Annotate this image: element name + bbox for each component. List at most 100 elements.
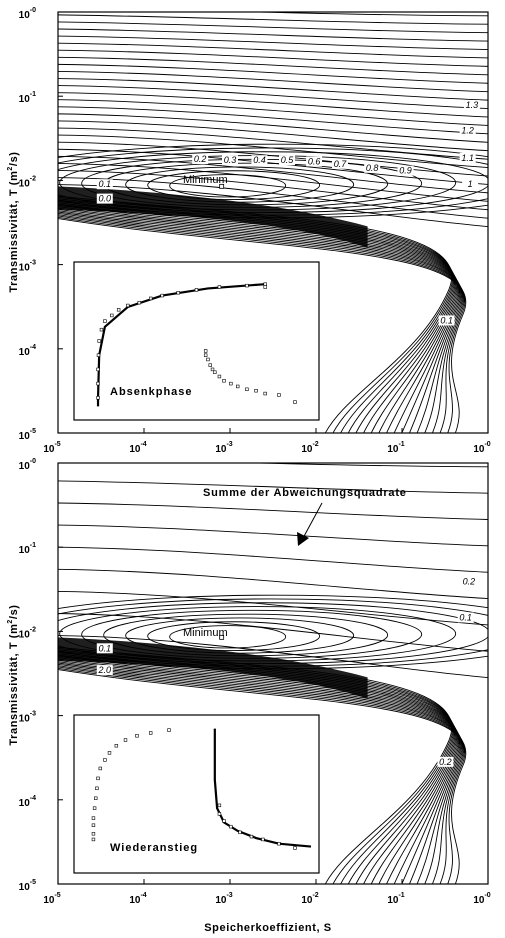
contour-line — [58, 658, 460, 884]
inset-observation-point — [210, 367, 215, 372]
contour-label-bg — [96, 665, 113, 676]
contour-line — [58, 155, 488, 194]
inset-observation-point — [222, 379, 226, 383]
contour-line — [58, 113, 488, 143]
contour-line — [58, 21, 488, 34]
top-x-tick-labels: 10-5 10-4 10-3 10-2 10-1 10-0 — [43, 428, 491, 455]
contour-label-bg — [459, 125, 476, 136]
x-tick-label: 10-5 — [43, 441, 60, 455]
bottom-y-axis-label: Transmissivität, T (m2/s) — [7, 604, 20, 745]
contour-label: 1.1 — [461, 153, 474, 163]
contour-label-bg — [251, 155, 268, 166]
y-tick-label: 10-4 — [19, 795, 36, 809]
contour-line — [58, 134, 488, 169]
bottom-annotation: Summe der Abweichungsquadrate — [203, 487, 406, 546]
inset-observation-point — [203, 353, 208, 357]
inset-observation-point — [249, 834, 254, 839]
x-tick-label: 10-5 — [43, 892, 60, 906]
contour-label-bg — [457, 612, 474, 623]
contour-line — [58, 590, 488, 626]
contour-line — [58, 667, 466, 884]
contour-line — [58, 208, 461, 433]
contour-line — [58, 659, 461, 884]
inset-observation-point — [238, 830, 242, 835]
contour-label: 0.7 — [334, 159, 348, 169]
inset-observation-point — [213, 370, 217, 374]
y-tick-label: 10-1 — [19, 542, 36, 556]
bottom-inset: Wiederanstieg — [73, 714, 320, 874]
contour-line — [58, 170, 488, 211]
inset-observation-point — [123, 738, 128, 742]
contour-line — [58, 206, 459, 433]
x-tick-label: 10-4 — [129, 892, 146, 906]
inset-observation-point — [217, 285, 222, 289]
inset-observation-point — [91, 837, 96, 842]
contour-line — [58, 568, 488, 600]
contour-label: 0.0 — [99, 194, 112, 204]
inset-observation-point — [103, 319, 107, 323]
contour-label: 0.1 — [440, 315, 453, 325]
inset-observation-point — [245, 283, 249, 288]
x-tick-label: 10-2 — [301, 892, 318, 906]
inset-observation-point — [96, 776, 100, 781]
contour-line — [58, 502, 488, 520]
contour-label: 0.3 — [224, 155, 237, 165]
contour-line — [58, 28, 488, 42]
contour-label-bg — [397, 165, 414, 176]
inset-observation-point — [114, 744, 119, 748]
bottom-valley-band — [58, 637, 368, 699]
contour-line — [58, 211, 462, 433]
inset-observation-point — [103, 758, 107, 762]
contour-label: 0.8 — [366, 163, 379, 173]
inset-observation-point — [229, 381, 233, 386]
contour-label: 1.3 — [466, 100, 479, 110]
inset-observation-point — [98, 766, 103, 771]
inset-observation-point — [203, 349, 208, 353]
contour-label-bg — [462, 179, 479, 190]
inset-observation-point — [91, 823, 96, 827]
y-tick-label: 10-1 — [19, 91, 36, 105]
bottom-annotation-arrow-head — [297, 532, 309, 546]
contour-label: 2.0 — [98, 665, 112, 675]
contour-line — [58, 655, 458, 884]
bottom-inset-title: Wiederanstieg — [110, 842, 198, 854]
contour-line — [58, 203, 457, 433]
inset-observation-point — [293, 400, 297, 404]
bottom-minimum-marker: Minimum — [183, 627, 228, 640]
contour-line — [58, 85, 488, 110]
contour-line — [58, 63, 488, 84]
inset-observation-point — [92, 806, 97, 810]
contour-ellipse — [147, 170, 321, 200]
top-valley-band — [58, 186, 368, 248]
inset-observation-point — [135, 734, 139, 738]
top-inset-title: Absenkphase — [110, 386, 193, 398]
contour-line — [58, 162, 488, 202]
y-tick-label: 10-4 — [19, 344, 36, 358]
contour-line — [58, 177, 488, 219]
contour-line — [58, 215, 465, 433]
inset-observation-point — [229, 824, 233, 829]
contour-line — [58, 99, 488, 126]
inset-observation-point — [96, 381, 100, 386]
top-plot-frame — [57, 11, 489, 434]
x-tick-label: 10-3 — [215, 441, 232, 455]
contour-label-bg — [437, 756, 454, 767]
inset-observation-point — [217, 803, 222, 808]
inset-observation-point — [194, 288, 199, 292]
inset-observation-point — [116, 308, 121, 312]
top-y-tick-labels: 10-5 10-4 10-3 10-2 10-1 10-0 — [19, 7, 63, 442]
contour-label-bg — [459, 152, 476, 163]
top-inset: Absenkphase — [73, 261, 320, 421]
inset-observation-point — [99, 327, 104, 332]
contour-ellipse — [147, 621, 321, 651]
contour-label: 0.1 — [99, 643, 112, 653]
contour-line — [58, 210, 462, 433]
contour-line — [58, 78, 488, 101]
contour-line — [58, 214, 464, 433]
top-minimum-label: Minimum — [183, 174, 228, 186]
y-tick-label: 10-5 — [19, 879, 36, 893]
inset-observation-point — [222, 819, 226, 823]
valley-dense-band — [58, 186, 368, 248]
contour-label-bg — [96, 179, 113, 190]
